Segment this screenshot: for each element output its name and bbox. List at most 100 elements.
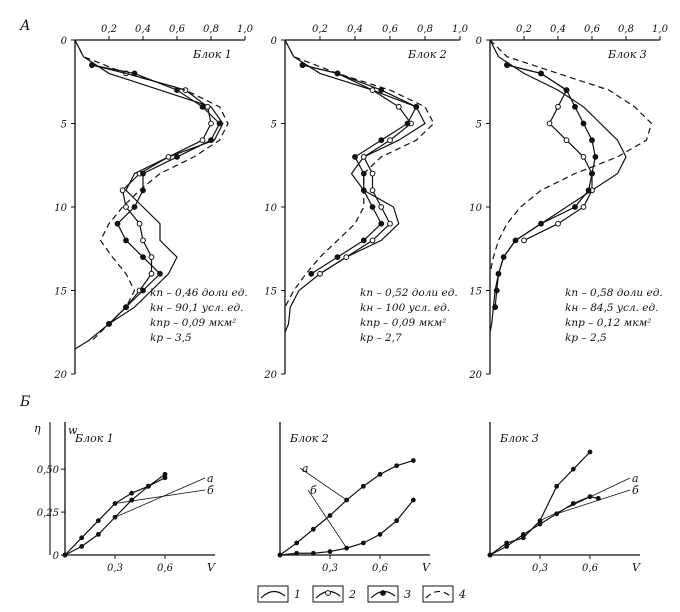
series-point-б bbox=[360, 540, 366, 546]
series-point-а bbox=[327, 513, 333, 518]
x-tick-label: 0,6 bbox=[382, 24, 399, 35]
series-point-б bbox=[487, 552, 493, 558]
y-tick-label: 0 bbox=[476, 36, 483, 47]
series-point-2 bbox=[563, 137, 570, 144]
stat-line: kпр – 0,09 мкм² bbox=[150, 317, 236, 329]
x-tick-label: 0,6 bbox=[584, 24, 601, 35]
y-tick-label: 20 bbox=[468, 370, 482, 381]
series-point-б bbox=[537, 521, 543, 527]
series-point-2 bbox=[140, 237, 146, 244]
series-point-2 bbox=[165, 154, 172, 160]
series-point-2 bbox=[378, 204, 385, 210]
depth-chart-2: 0,2 0,4 0,6 0,8 1,0 0 5 10 15 20 Блок 2 kп – 0,52 д… bbox=[263, 24, 468, 381]
x-tick-label: 0,8 bbox=[417, 24, 433, 35]
chart-title: Блок 2 bbox=[407, 48, 447, 61]
x-tick-label: 1,0 bbox=[237, 24, 254, 35]
series-point-б bbox=[587, 494, 593, 500]
series-point-3 bbox=[404, 120, 411, 127]
leader-line bbox=[114, 477, 206, 518]
x-tick-label: 0,4 bbox=[135, 24, 151, 35]
series-point-б bbox=[62, 552, 68, 558]
series-point-2 bbox=[369, 170, 376, 177]
stat-line: kп – 0,58 доли ед. bbox=[565, 287, 663, 299]
y-tick-label: 10 bbox=[264, 203, 277, 214]
series-point-2 bbox=[136, 220, 143, 227]
series-point-3 bbox=[589, 170, 595, 177]
series-point-а bbox=[410, 458, 416, 463]
series-point-2 bbox=[123, 204, 129, 210]
series-line-2 bbox=[302, 64, 412, 275]
series-point-а bbox=[294, 540, 300, 546]
y-tick-label: 10 bbox=[54, 203, 67, 214]
series-point-3 bbox=[413, 103, 420, 110]
series-point-б bbox=[277, 552, 283, 558]
legend-label-1: 1 bbox=[294, 588, 301, 601]
series-point-3 bbox=[299, 62, 306, 68]
series-point-2 bbox=[199, 137, 206, 144]
y-tick-label: 20 bbox=[263, 370, 277, 381]
series-line-1 bbox=[74, 39, 224, 350]
series-point-б bbox=[79, 535, 85, 541]
series-point-2 bbox=[148, 270, 155, 277]
series-point-б bbox=[294, 550, 300, 556]
series-point-3 bbox=[592, 154, 599, 160]
series-point-а bbox=[79, 544, 85, 549]
series-point-2 bbox=[555, 103, 561, 110]
series-point-3 bbox=[378, 220, 385, 227]
series-point-2 bbox=[387, 137, 393, 144]
series-point-2 bbox=[369, 237, 376, 244]
leader-line bbox=[307, 489, 347, 549]
series-point-а bbox=[570, 466, 576, 472]
stat-line: kпр – 0,09 мкм² bbox=[360, 317, 446, 329]
series-point-2 bbox=[369, 187, 376, 194]
v-chart-1: η w 0 0,25 0,50 0,3 0,6 V Блок 1 аб bbox=[34, 422, 216, 574]
series-point-3 bbox=[140, 287, 146, 294]
series-point-2 bbox=[343, 254, 350, 261]
y-tick-label: 5 bbox=[476, 120, 482, 131]
series-line-4 bbox=[489, 39, 653, 274]
series-point-3 bbox=[580, 120, 587, 127]
y-tick-label: 0 bbox=[53, 551, 60, 562]
stat-line: kр – 3,5 bbox=[150, 332, 192, 344]
series-point-2 bbox=[555, 220, 561, 227]
depth-chart-3: 0,2 0,4 0,6 0,8 1,0 0 5 10 15 20 Блок 3 kп – 0,58 д… bbox=[468, 24, 668, 381]
series-point-б bbox=[520, 532, 526, 537]
series-point-3 bbox=[378, 137, 385, 144]
series-point-3 bbox=[585, 187, 592, 194]
series-point-б bbox=[570, 501, 576, 506]
series-point-3 bbox=[308, 270, 315, 277]
series-point-3 bbox=[538, 220, 544, 227]
chart-title: Блок 1 bbox=[192, 48, 232, 61]
series-point-3 bbox=[157, 270, 163, 277]
x-tick-label: 0,4 bbox=[347, 24, 363, 35]
y-tick-label: 0,25 bbox=[37, 508, 59, 519]
series-point-3 bbox=[492, 304, 499, 311]
x-axis-label: V bbox=[632, 561, 641, 574]
legend-line-1 bbox=[260, 590, 286, 599]
y-tick-label: 10 bbox=[469, 203, 482, 214]
series-label-б: б bbox=[207, 484, 214, 497]
series-point-а bbox=[504, 540, 510, 546]
eta-label: η bbox=[34, 422, 41, 435]
leader-line bbox=[114, 489, 206, 504]
legend-line-4 bbox=[425, 590, 451, 599]
series-line-3 bbox=[494, 64, 597, 308]
y-tick-label: 5 bbox=[271, 120, 277, 131]
series-point-б bbox=[310, 550, 316, 556]
series-point-3 bbox=[495, 270, 502, 277]
series-point-2 bbox=[148, 254, 155, 261]
y-tick-label: 0,50 bbox=[37, 465, 60, 476]
series-point-а bbox=[520, 535, 526, 541]
plots-group: 0,2 0,4 0,6 0,8 1,0 0 5 10 15 20 Блок 1 kп – 0,46 д… bbox=[34, 24, 669, 574]
y-tick-label: 15 bbox=[469, 287, 482, 298]
series-point-а bbox=[162, 471, 168, 477]
series-line-б bbox=[489, 496, 599, 556]
x-tick-label: 0,6 bbox=[582, 563, 599, 574]
series-point-3 bbox=[500, 254, 507, 261]
v-chart-3: 0,3 0,6 V Блок 3 аб bbox=[487, 422, 641, 574]
x-tick-label: 0,8 bbox=[618, 24, 634, 35]
series-point-а bbox=[554, 483, 560, 489]
series-point-3 bbox=[572, 204, 578, 210]
x-tick-label: 0,3 bbox=[532, 563, 548, 574]
series-point-2 bbox=[204, 103, 211, 110]
